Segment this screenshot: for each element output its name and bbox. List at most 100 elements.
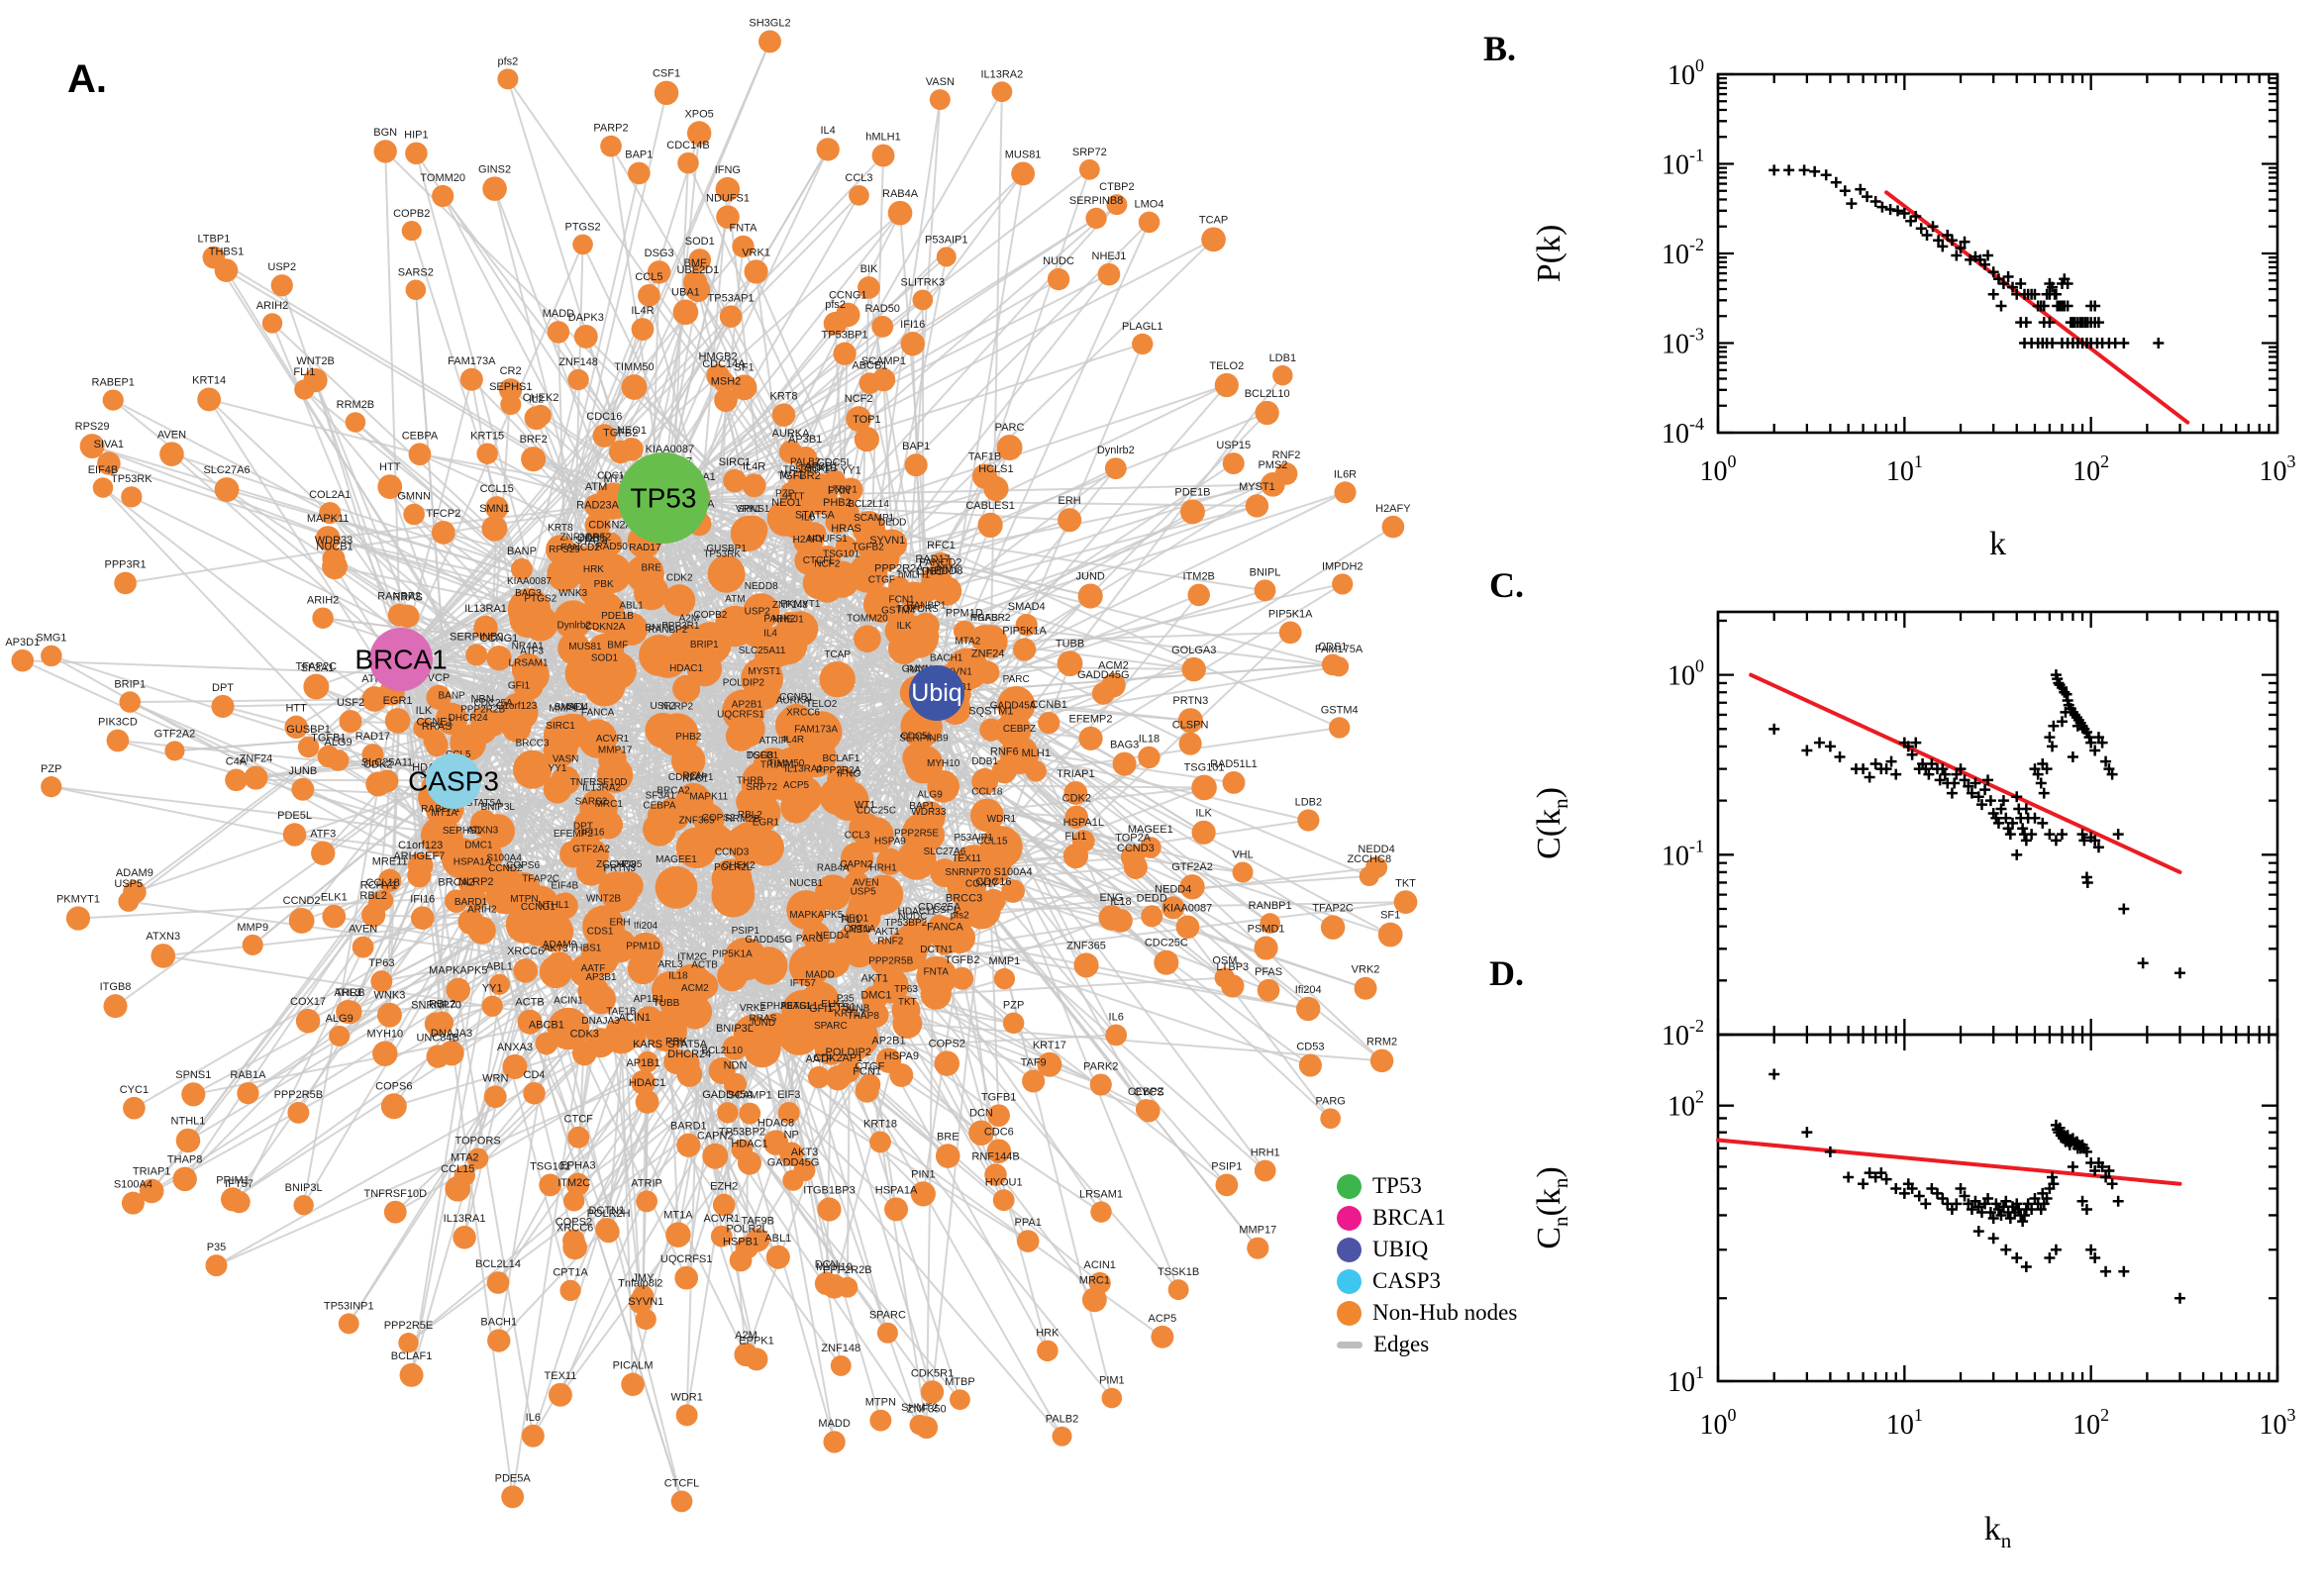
svg-text:KRT8: KRT8 [548,523,573,534]
svg-text:TFAP2C: TFAP2C [522,874,559,885]
svg-text:MMP1: MMP1 [989,955,1021,967]
svg-text:BCL2L14: BCL2L14 [475,1258,521,1270]
svg-text:10-1: 10-1 [1662,146,1704,181]
svg-text:GUSBP1: GUSBP1 [706,544,747,554]
legend-item-nonhub: Non-Hub nodes [1337,1297,1517,1329]
svg-text:DSG3: DSG3 [645,248,674,259]
svg-text:CCNB1: CCNB1 [779,692,813,703]
svg-text:RPS29: RPS29 [549,545,580,555]
svg-text:ITM2C: ITM2C [677,952,707,963]
svg-text:PARP2: PARP2 [593,123,628,135]
svg-text:ATRIP: ATRIP [631,1177,662,1189]
svg-text:MTA2: MTA2 [955,636,980,647]
svg-text:TGFB2: TGFB2 [603,428,638,440]
svg-text:PPP2R5B: PPP2R5B [274,1089,324,1101]
svg-text:CTCFL: CTCFL [803,555,836,566]
svg-text:MUS81: MUS81 [568,642,602,652]
svg-text:TOMM20: TOMM20 [847,613,888,624]
svg-text:EFEMP2: EFEMP2 [554,829,593,840]
svg-text:IFI16: IFI16 [900,319,925,331]
svg-text:VASN: VASN [553,754,579,765]
svg-text:BAG3: BAG3 [1110,740,1139,751]
svg-text:MADD: MADD [543,308,574,320]
svg-text:DCN: DCN [682,771,704,782]
svg-text:ACIN1: ACIN1 [1083,1259,1115,1271]
svg-text:ZNF148: ZNF148 [821,1343,860,1354]
svg-text:AVEN: AVEN [349,924,377,936]
svg-text:NBN: NBN [850,925,870,936]
svg-text:UQCRFS1: UQCRFS1 [660,1253,713,1265]
svg-text:AP3B1: AP3B1 [788,434,822,446]
legend-label-nonhub: Non-Hub nodes [1372,1300,1518,1325]
network-nodes [11,30,1418,1513]
svg-text:RANBP2: RANBP2 [648,625,687,636]
svg-text:AURKA: AURKA [776,695,811,706]
svg-text:CDKN2A: CDKN2A [588,520,633,532]
svg-text:RNF2: RNF2 [877,937,904,948]
svg-text:NR4A1: NR4A1 [512,642,545,652]
svg-text:TIMM50: TIMM50 [768,758,805,769]
svg-text:MRC1: MRC1 [1079,1274,1110,1286]
svg-text:BCLAF1: BCLAF1 [391,1350,433,1362]
svg-text:PPA1: PPA1 [1015,1217,1042,1229]
svg-text:MMP17: MMP17 [1239,1225,1276,1237]
svg-text:NUCB1: NUCB1 [316,541,353,552]
svg-text:SLITRK3: SLITRK3 [901,277,946,289]
svg-text:MYH10: MYH10 [366,1028,403,1040]
svg-text:NDN: NDN [724,1060,748,1072]
svg-text:IL4R: IL4R [783,735,804,746]
svg-text:103: 103 [2260,1405,2296,1441]
svg-text:SF3A1: SF3A1 [301,662,335,674]
svg-text:JUND: JUND [749,1018,775,1029]
svg-text:CDK2AP1: CDK2AP1 [668,772,714,783]
svg-text:BMF: BMF [607,640,628,650]
svg-text:RANBP2: RANBP2 [377,591,421,603]
svg-text:USP5: USP5 [114,878,143,890]
svg-text:JUND: JUND [1076,570,1105,582]
svg-text:MTA2: MTA2 [451,1152,479,1164]
svg-text:MYH10: MYH10 [816,1261,853,1273]
svg-text:CDC16: CDC16 [586,411,622,423]
svg-text:TGFB2: TGFB2 [945,954,979,966]
svg-text:XPO5: XPO5 [684,108,713,120]
svg-text:SCAMP1: SCAMP1 [728,1090,772,1102]
svg-text:BMF: BMF [684,257,708,269]
svg-text:IFNG: IFNG [837,768,860,779]
svg-text:ATM: ATM [585,481,607,493]
svg-text:NTHL1: NTHL1 [171,1116,206,1128]
svg-text:EIF4B: EIF4B [88,464,119,476]
svg-text:SCAMP1: SCAMP1 [861,355,906,367]
svg-text:PSIP1: PSIP1 [732,926,760,937]
svg-text:CDC14B: CDC14B [666,140,709,151]
svg-text:SARS2: SARS2 [398,266,434,278]
svg-text:MMP9: MMP9 [237,922,268,934]
svg-text:P53AIP1: P53AIP1 [925,234,967,246]
svg-text:ACP5: ACP5 [783,780,810,791]
svg-text:WDR1: WDR1 [987,814,1017,825]
svg-text:HDAC8: HDAC8 [758,1117,794,1129]
svg-text:SPARC: SPARC [814,1021,848,1032]
svg-text:TSG101: TSG101 [823,549,860,559]
svg-text:TSG101: TSG101 [530,1161,570,1173]
svg-text:RRM2: RRM2 [1366,1037,1397,1048]
svg-text:NLRP2: NLRP2 [661,701,694,712]
svg-text:Dynlrb2: Dynlrb2 [1097,445,1135,456]
svg-text:BNIP3L: BNIP3L [716,1023,754,1035]
svg-text:FLI1: FLI1 [841,915,860,926]
svg-text:ALG9: ALG9 [324,737,352,748]
svg-text:TEX11: TEX11 [952,853,981,864]
svg-text:10-1: 10-1 [1662,836,1704,871]
svg-text:IL4R: IL4R [743,460,765,472]
svg-text:ZNF365: ZNF365 [679,815,716,826]
svg-text:BARD1: BARD1 [454,897,488,908]
svg-text:TAF9: TAF9 [1021,1056,1047,1068]
svg-text:RFC1: RFC1 [927,540,956,551]
svg-text:SF1: SF1 [734,361,754,373]
svg-text:KRT8: KRT8 [770,390,798,402]
svg-text:DPT: DPT [212,682,234,694]
svg-text:CDC16: CDC16 [597,471,630,482]
svg-text:KARS: KARS [633,1039,662,1050]
svg-text:CPT1A: CPT1A [844,924,876,935]
svg-text:CHEK2: CHEK2 [523,392,559,404]
